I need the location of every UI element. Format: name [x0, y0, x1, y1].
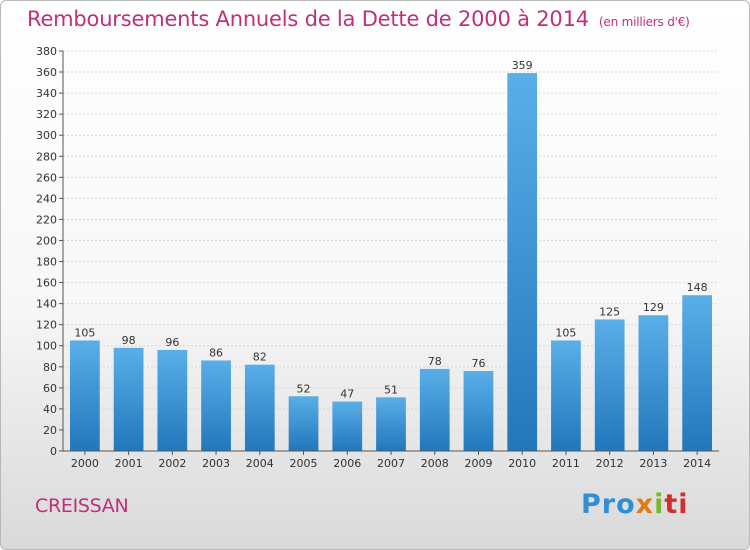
bar-2002 [157, 349, 188, 451]
x-tick-label: 2007 [377, 457, 405, 470]
proxiti-logo: Proxiti [581, 489, 689, 520]
x-tick-label: 2014 [683, 457, 711, 470]
x-tick-label: 2013 [639, 457, 667, 470]
bar-value-label: 51 [384, 383, 398, 396]
title-text: Remboursements Annuels de la Dette de 20… [27, 7, 589, 31]
chart-title: Remboursements Annuels de la Dette de 20… [27, 7, 690, 31]
bar-value-label: 82 [253, 351, 267, 364]
bar-value-label: 52 [297, 382, 311, 395]
y-tick-label: 80 [43, 361, 57, 374]
x-tick-label: 2004 [246, 457, 274, 470]
bar-2007 [376, 397, 406, 451]
y-tick-label: 160 [36, 277, 57, 290]
y-tick-label: 360 [36, 66, 57, 79]
bar-value-label: 47 [340, 388, 354, 401]
bar-2013 [638, 315, 669, 451]
y-axis: 0 20 40 60 80 100 120 140 160 180 200 220 240 260 280 3… [36, 45, 64, 458]
bar-2008 [419, 368, 450, 451]
y-tick-label: 300 [36, 129, 57, 142]
place-name: CREISSAN [35, 495, 129, 517]
bar-value-label: 86 [209, 346, 223, 359]
y-tick-label: 180 [36, 256, 57, 269]
x-tick-label: 2001 [115, 457, 143, 470]
bar-value-label: 105 [74, 326, 95, 339]
bar-value-label: 105 [555, 326, 576, 339]
bar-2004 [244, 364, 275, 451]
y-tick-label: 0 [50, 445, 57, 458]
bar-2011 [551, 340, 581, 451]
bar-2005 [288, 396, 319, 451]
x-tick-label: 2005 [290, 457, 318, 470]
bar-2000 [69, 340, 100, 451]
y-tick-label: 200 [36, 234, 57, 247]
bar-2012 [594, 319, 625, 451]
y-tick-label: 60 [43, 382, 57, 395]
bar-value-label: 76 [471, 357, 485, 370]
y-tick-label: 340 [36, 87, 57, 100]
y-tick-label: 380 [36, 45, 57, 58]
x-tick-label: 2006 [333, 457, 361, 470]
bar-value-label: 125 [599, 305, 620, 318]
bar-2009 [463, 371, 494, 451]
y-tick-label: 320 [36, 108, 57, 121]
bar-2003 [201, 360, 231, 451]
y-tick-label: 20 [43, 424, 57, 437]
y-tick-label: 260 [36, 171, 57, 184]
bars: 105 98 96 86 82 52 47 51 78 76 359 105 125 129 148 [69, 59, 713, 452]
chart-subtitle: (en milliers d'€) [598, 15, 690, 29]
bar-value-label: 129 [643, 301, 664, 314]
bar-value-label: 78 [428, 355, 442, 368]
y-tick-label: 120 [36, 319, 57, 332]
x-tick-label: 2012 [596, 457, 624, 470]
x-axis: 2000 2001 2002 2003 2004 2005 2006 2007 2008 2009… [63, 450, 719, 470]
x-tick-label: 2009 [464, 457, 492, 470]
x-tick-label: 2003 [202, 457, 230, 470]
y-tick-label: 100 [36, 340, 57, 353]
x-tick-label: 2008 [421, 457, 449, 470]
y-tick-label: 240 [36, 192, 57, 205]
x-tick-label: 2000 [71, 457, 99, 470]
bar-value-label: 359 [512, 59, 533, 72]
bar-2010 [507, 73, 538, 452]
bar-value-label: 98 [122, 334, 136, 347]
y-tick-label: 280 [36, 150, 57, 163]
bar-2014 [682, 295, 713, 451]
x-tick-label: 2010 [508, 457, 536, 470]
bar-2001 [113, 347, 144, 451]
x-tick-label: 2011 [552, 457, 580, 470]
y-tick-label: 140 [36, 298, 57, 311]
y-tick-label: 220 [36, 213, 57, 226]
y-tick-label: 40 [43, 403, 57, 416]
bar-value-label: 148 [687, 281, 708, 294]
bar-value-label: 96 [165, 336, 179, 349]
bar-2006 [332, 401, 363, 451]
x-tick-label: 2002 [158, 457, 186, 470]
